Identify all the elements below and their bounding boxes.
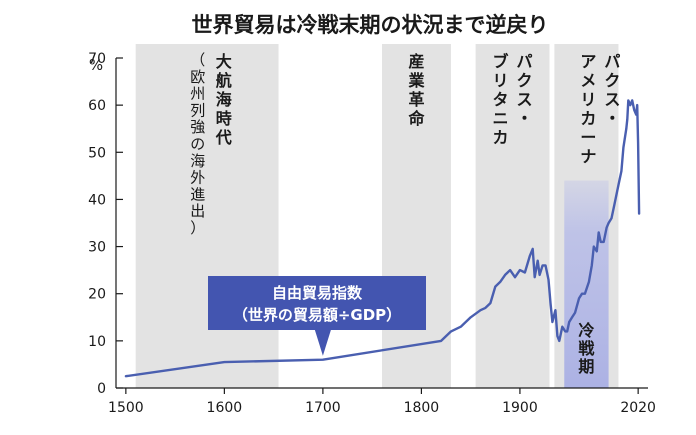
period-band — [475, 44, 550, 388]
callout-line: （世界の貿易額÷GDP） — [233, 306, 401, 324]
y-tick-label: 40 — [88, 192, 106, 208]
x-tick-label: 1600 — [207, 400, 243, 416]
x-tick-label: 1900 — [502, 400, 538, 416]
series-line-free-trade-index — [124, 99, 641, 378]
band-label-industrial-revolution: 産業革命 — [407, 52, 425, 128]
callout-pointer — [314, 330, 331, 356]
period-band-labels: 大航海時代 （欧州列強の海外進出） 産業革命 パクス・ブリタニカ パクス・アメリカーナ — [190, 51, 620, 237]
series-lines — [124, 99, 641, 378]
x-tick-label: 1700 — [305, 400, 341, 416]
band-sublabel-age-of-discovery: （欧州列強の海外進出） — [190, 51, 205, 237]
x-tick-label: 1500 — [108, 400, 144, 416]
band-label-pax-britannica: パクス・ブリタニカ — [493, 52, 533, 147]
callout-line: 自由貿易指数 — [272, 284, 363, 302]
y-tick-label: 0 — [97, 381, 106, 397]
band-label-age-of-discovery: 大航海時代 — [215, 52, 232, 147]
y-tick-label: 20 — [88, 287, 106, 303]
series-callout: 自由貿易指数 （世界の貿易額÷GDP） — [208, 276, 426, 356]
cold-war-label: 冷戦期 — [578, 321, 595, 376]
callout-box — [208, 276, 426, 330]
period-band — [135, 44, 279, 388]
axes: 0 10 20 30 40 50 60 70 1500 1600 1700 1800 1900 2020 — [88, 51, 656, 416]
y-axis-unit: % — [89, 56, 103, 74]
y-tick-label: 50 — [88, 145, 106, 161]
chart-title: 世界貿易は冷戦末期の状況まで逆戻り — [192, 13, 549, 37]
cold-war-band — [564, 180, 609, 388]
y-tick-label: 10 — [88, 334, 106, 350]
y-tick-label: 70 — [88, 51, 106, 67]
period-band — [382, 44, 451, 388]
y-tick-label: 60 — [88, 98, 106, 114]
band-label-pax-americana: パクス・アメリカーナ — [580, 52, 620, 166]
x-tick-label: 1800 — [404, 400, 440, 416]
x-tick-label: 2020 — [620, 400, 656, 416]
cold-war-highlight: 冷戦期 — [564, 180, 609, 388]
y-tick-label: 30 — [88, 240, 106, 256]
period-bands — [135, 44, 619, 388]
